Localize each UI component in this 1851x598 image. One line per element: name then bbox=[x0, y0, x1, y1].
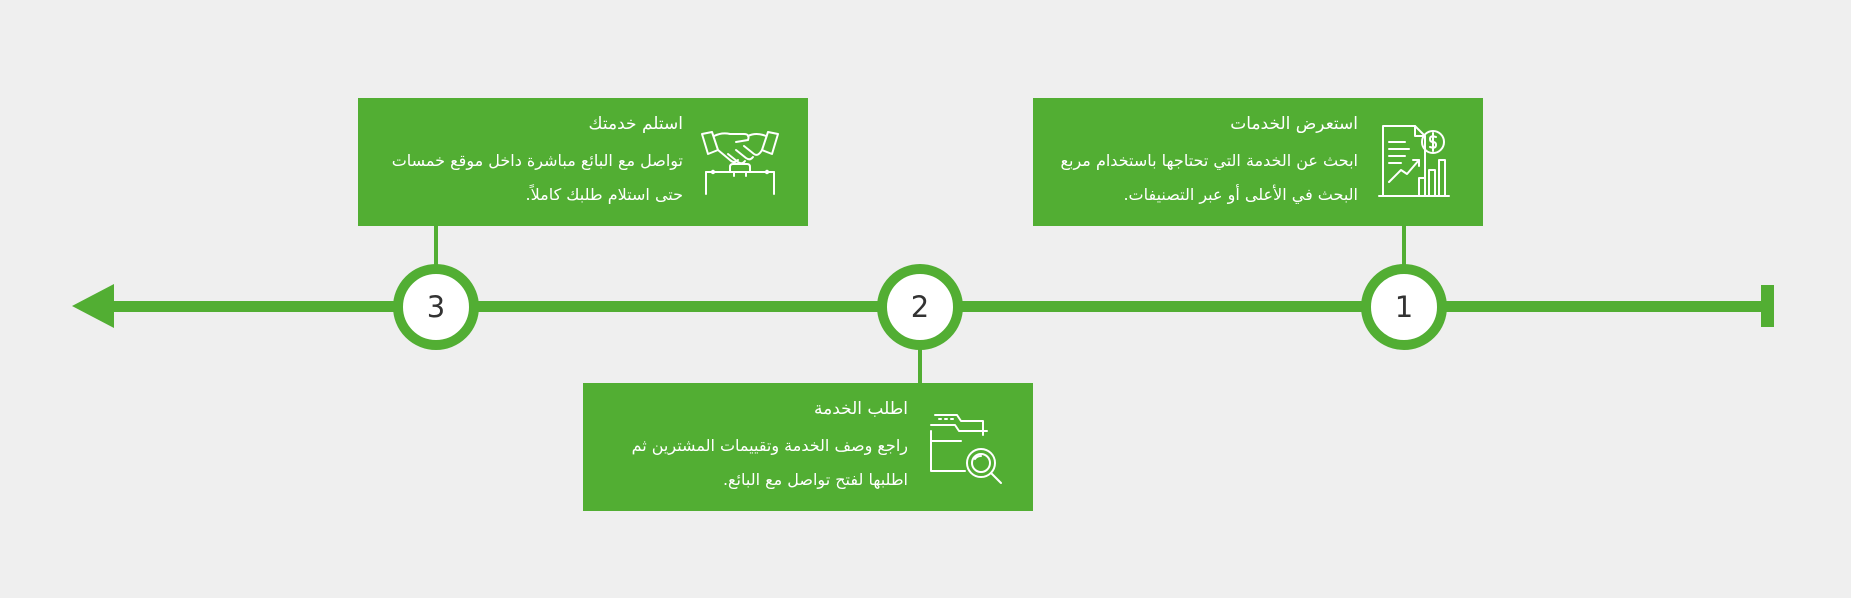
step-card-3: استلم خدمتك تواصل مع البائع مباشرة داخل … bbox=[358, 98, 808, 226]
step-number: 2 bbox=[910, 290, 930, 324]
step-node-2: 2 bbox=[877, 264, 963, 350]
handshake-icon bbox=[700, 120, 780, 204]
timeline-end-cap bbox=[1761, 285, 1774, 327]
step-description: راجع وصف الخدمة وتقييمات المشترين ثم اطل… bbox=[631, 436, 908, 489]
folder-search-icon bbox=[925, 405, 1005, 489]
step-card-2: اطلب الخدمة راجع وصف الخدمة وتقييمات الم… bbox=[583, 383, 1033, 511]
connector-step-3 bbox=[434, 226, 438, 266]
step-title: استعرض الخدمات bbox=[1230, 114, 1358, 134]
step-node-3: 3 bbox=[393, 264, 479, 350]
step-node-1: 1 bbox=[1361, 264, 1447, 350]
step-description: ابحث عن الخدمة التي تحتاجها باستخدام مرب… bbox=[1060, 151, 1359, 204]
document-chart-icon bbox=[1375, 120, 1455, 204]
connector-step-1 bbox=[1402, 226, 1406, 266]
timeline-arrow-head bbox=[72, 284, 114, 328]
step-card-1: استعرض الخدمات ابحث عن الخدمة التي تحتاج… bbox=[1033, 98, 1483, 226]
step-description: تواصل مع البائع مباشرة داخل موقع خمسات ح… bbox=[391, 151, 683, 204]
step-title: استلم خدمتك bbox=[588, 114, 683, 134]
step-number: 3 bbox=[426, 290, 446, 324]
step-number: 1 bbox=[1394, 290, 1414, 324]
connector-step-2 bbox=[918, 346, 922, 384]
step-title: اطلب الخدمة bbox=[814, 399, 908, 419]
